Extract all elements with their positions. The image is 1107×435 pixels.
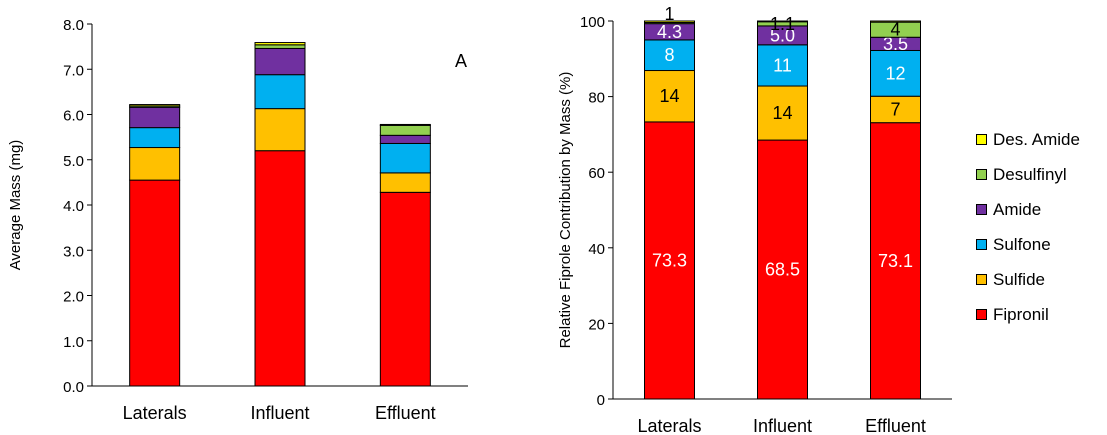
- y-tick-label: 8.0: [63, 17, 84, 34]
- legend-swatch: [976, 239, 987, 250]
- data-label: 73.3: [652, 250, 687, 270]
- panel-label: A: [455, 51, 467, 71]
- data-label: 14: [659, 86, 679, 106]
- data-label: 4: [890, 20, 900, 40]
- bar-segment-des-amide: [757, 20, 808, 23]
- y-tick-label: 40: [588, 241, 605, 258]
- bar-segment-sulfide: [129, 147, 181, 181]
- legend-item: Sulfide: [976, 262, 1080, 297]
- bar-segment-fipronil: [757, 139, 808, 400]
- x-tick-label: Influent: [250, 403, 309, 423]
- bar-segment-amide: [379, 134, 431, 144]
- data-label: 1: [664, 4, 674, 24]
- legend-label: Amide: [993, 199, 1042, 219]
- data-label: 68.5: [765, 260, 800, 280]
- x-tick-label: Effluent: [375, 403, 436, 423]
- data-label: 3.5: [883, 34, 908, 54]
- legend-item: Des. Amide: [976, 122, 1080, 157]
- legend-swatch: [976, 204, 987, 215]
- y-tick-label: 0: [597, 392, 605, 409]
- bar-segment-desulfinyl: [379, 124, 431, 136]
- legend-item: Fipronil: [976, 297, 1080, 332]
- bar-segment-des-amide: [644, 20, 695, 24]
- bar-segment-amide: [129, 106, 181, 129]
- bar-segment-des-amide: [254, 42, 306, 46]
- y-tick-label: 60: [588, 165, 605, 182]
- y-tick-label: 80: [588, 90, 605, 107]
- x-tick-label: Laterals: [123, 403, 187, 423]
- legend-swatch: [976, 134, 987, 145]
- bar-segment-des-amide: [379, 123, 431, 126]
- data-label: 11: [773, 55, 792, 75]
- chart-a-average-mass: 0.0 1.0 2.0 3.0 4.0 5.0 6.0 7.0 8.0 Average Mass …: [7, 17, 468, 423]
- data-label: 7: [890, 99, 900, 119]
- data-label: 12: [885, 63, 905, 83]
- legend-item: Sulfone: [976, 227, 1080, 262]
- data-label: 4.3: [657, 22, 682, 42]
- legend-swatch: [976, 169, 987, 180]
- bar-segment-sulfide: [870, 95, 921, 124]
- chart-b-relative-contribution: 0 20 40 60 80 100 Relative Fiprole Contributio…: [557, 4, 952, 435]
- bar-segment-sulfone: [644, 39, 695, 72]
- x-tick-label: Influent: [753, 416, 812, 435]
- legend-item: Desulfinyl: [976, 157, 1080, 192]
- bar-segment-fipronil: [870, 122, 921, 400]
- legend-label: Sulfone: [993, 234, 1051, 254]
- legend: Des. Amide Desulfinyl Amide Sulfone Sulf…: [976, 122, 1080, 332]
- bar-segment-fipronil: [129, 179, 181, 387]
- bar-segment-sulfone: [379, 142, 431, 174]
- bar-segment-desulfinyl: [254, 44, 306, 49]
- x-tick-label: Effluent: [865, 416, 926, 435]
- legend-label: Sulfide: [993, 269, 1045, 289]
- bar-segment-sulfide: [644, 70, 695, 123]
- data-label: 5.0: [770, 25, 795, 45]
- y-tick-label: 6.0: [63, 108, 84, 125]
- y-tick-label: 7.0: [63, 62, 84, 79]
- bar-segment-sulfide: [757, 85, 808, 141]
- data-label: 73.1: [878, 251, 913, 271]
- data-label: 14: [772, 103, 792, 123]
- data-label: 8: [664, 45, 674, 65]
- legend-swatch: [976, 274, 987, 285]
- y-tick-label: 3.0: [63, 243, 84, 260]
- legend-swatch: [976, 309, 987, 320]
- bar-segment-amide: [254, 47, 306, 76]
- y-tick-label: 5.0: [63, 153, 84, 170]
- bar-segment-sulfone: [129, 127, 181, 149]
- legend-label: Desulfinyl: [993, 164, 1067, 184]
- bar-segment-sulfide: [379, 172, 431, 193]
- legend-label: Fipronil: [993, 304, 1049, 324]
- bar-segment-sulfone: [254, 74, 306, 110]
- bar-segment-fipronil: [254, 150, 306, 387]
- y-tick-label: 4.0: [63, 198, 84, 215]
- y-tick-label: 100: [580, 14, 605, 31]
- x-tick-label: Laterals: [637, 416, 701, 435]
- legend-item: Amide: [976, 192, 1080, 227]
- bar-segment-sulfide: [254, 108, 306, 152]
- legend-label: Des. Amide: [993, 129, 1080, 149]
- bar-segment-sulfone: [870, 49, 921, 97]
- y-axis-label: Relative Fiprole Contribution by Mass (%…: [557, 72, 574, 349]
- y-tick-label: 1.0: [63, 334, 84, 351]
- data-label: 1.1: [770, 14, 795, 34]
- bar-segment-fipronil: [379, 191, 431, 387]
- y-tick-label: 2.0: [63, 289, 84, 306]
- bar-segment-des-amide: [129, 104, 181, 107]
- y-tick-label: 20: [588, 316, 605, 333]
- y-axis-label: Average Mass (mg): [7, 140, 24, 271]
- y-tick-label: 0.0: [63, 379, 84, 396]
- bar-segment-des-amide: [870, 20, 921, 23]
